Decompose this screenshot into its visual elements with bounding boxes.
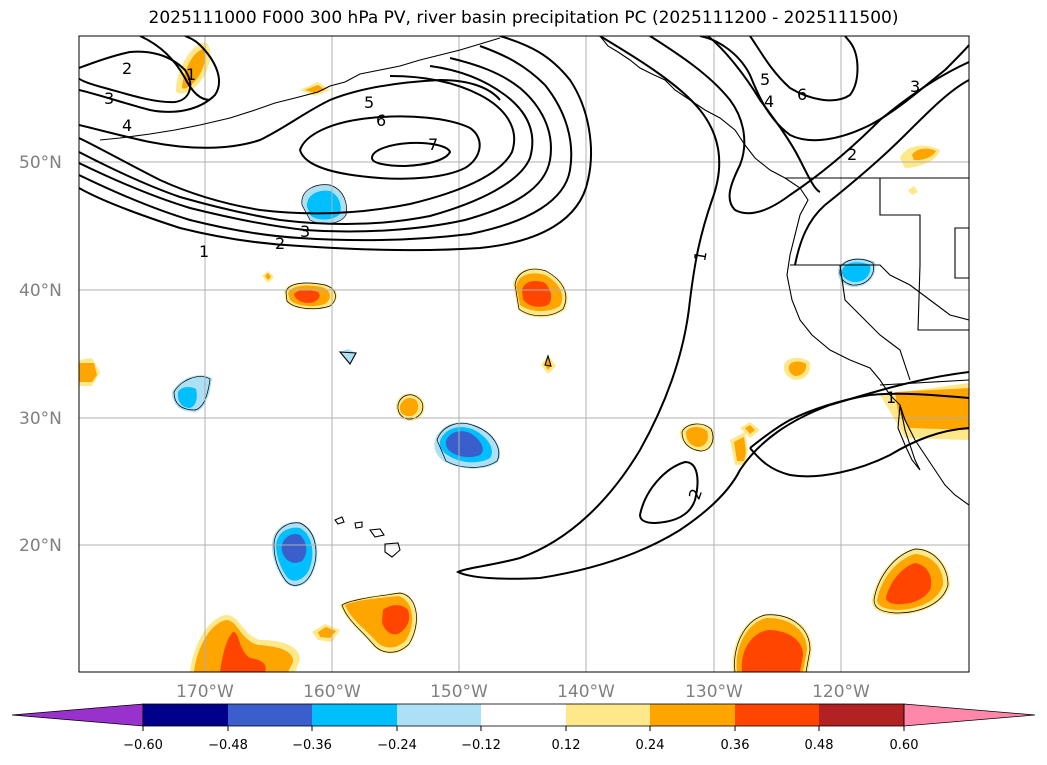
precip-blob [382, 605, 410, 635]
lat-label: 20°N [19, 536, 62, 556]
precip-blob [841, 262, 871, 283]
contour-label: 4 [764, 92, 774, 111]
lat-label: 50°N [19, 153, 62, 173]
contour-label: 7 [428, 135, 438, 154]
lat-label: 40°N [19, 281, 62, 301]
colorbar-segment [566, 704, 650, 726]
precip-blob [177, 387, 197, 408]
lon-label: 150°W [430, 682, 488, 702]
precip-blob [908, 186, 918, 195]
colorbar-segment [143, 704, 228, 726]
colorbar-tick-label: 0.36 [721, 738, 750, 753]
colorbar-tick-label: 0.12 [552, 738, 581, 753]
colorbar-tick-label: −0.24 [377, 738, 417, 753]
precip-blob [912, 148, 936, 161]
contour-label: 1 [690, 249, 710, 262]
precip-blob [788, 361, 807, 376]
precip-blob [194, 620, 294, 672]
lat-label: 30°N [19, 409, 62, 429]
lon-label: 120°W [812, 682, 870, 702]
precip-blob [220, 632, 266, 672]
contour-labels: 2 3 4 5 6 7 1 2 3 1 5 4 6 3 2 1 2 1 [104, 59, 920, 502]
colorbar-tick-label: −0.48 [208, 738, 248, 753]
precip-blob [545, 358, 551, 370]
contour-label: 4 [122, 116, 132, 135]
contour-label: 3 [300, 222, 310, 241]
precip-blob [734, 437, 746, 461]
lon-label: 140°W [557, 682, 615, 702]
map-background [79, 36, 969, 672]
contour-label: 5 [364, 93, 374, 112]
map-frame [78, 35, 970, 673]
colorbar-tick-label: 0.48 [805, 738, 834, 753]
contour-label: 2 [275, 234, 285, 253]
precip-blob [895, 388, 969, 430]
colorbar-extend-left [11, 703, 144, 727]
contour-label: 5 [760, 70, 770, 89]
colorbar-segment [650, 704, 735, 726]
precip-blob [522, 281, 552, 307]
colorbar-tick-label: 0.60 [890, 738, 919, 753]
precip-blob [445, 431, 483, 458]
colorbar-segment [312, 704, 397, 726]
contour-label: 1 [199, 242, 209, 261]
colorbar-tick-label: −0.60 [123, 738, 163, 753]
lon-label: 170°W [176, 682, 234, 702]
precip-blob [281, 534, 307, 563]
lon-label: 130°W [685, 682, 743, 702]
precip-blob [79, 363, 97, 382]
precip-blob [886, 563, 932, 605]
colorbar-tick-label: 0.24 [636, 738, 665, 753]
contour-label: 1 [886, 388, 896, 407]
contour-label: 6 [797, 85, 807, 104]
precipitation-shading [79, 42, 969, 672]
precip-blob [745, 425, 755, 434]
lon-label: 160°W [303, 682, 361, 702]
contour-label: 3 [104, 89, 114, 108]
contour-label: 3 [910, 77, 920, 96]
precip-blob [294, 289, 320, 303]
coastlines [99, 36, 969, 558]
colorbar-tick-label: −0.12 [461, 738, 501, 753]
precip-blob [265, 273, 271, 280]
colorbar-segment [228, 704, 312, 726]
contour-label: 2 [122, 59, 132, 78]
contour-label: 6 [376, 111, 386, 130]
precip-blob [182, 49, 206, 89]
latitude-labels: 50°N 40°N 30°N 20°N [19, 153, 62, 556]
colorbar-segment [819, 704, 904, 726]
graticule [79, 36, 969, 672]
map-title: 2025111000 F000 300 hPa PV, river basin … [148, 8, 899, 28]
precip-blob [399, 398, 419, 417]
longitude-labels: 170°W 160°W 150°W 140°W 130°W 120°W [176, 682, 870, 702]
pv-contours [79, 36, 969, 580]
colorbar: −0.60 −0.48 −0.36 −0.24 −0.12 0.12 0.24 … [11, 703, 1036, 753]
contour-label: 2 [847, 145, 857, 164]
precip-blob [741, 630, 803, 672]
colorbar-segment [397, 704, 481, 726]
colorbar-segment [735, 704, 819, 726]
colorbar-tick-label: −0.36 [292, 738, 332, 753]
colorbar-extend-right [903, 703, 1036, 727]
colorbar-segment [481, 704, 566, 726]
precip-blob [686, 426, 708, 447]
contour-label: 1 [186, 65, 196, 84]
